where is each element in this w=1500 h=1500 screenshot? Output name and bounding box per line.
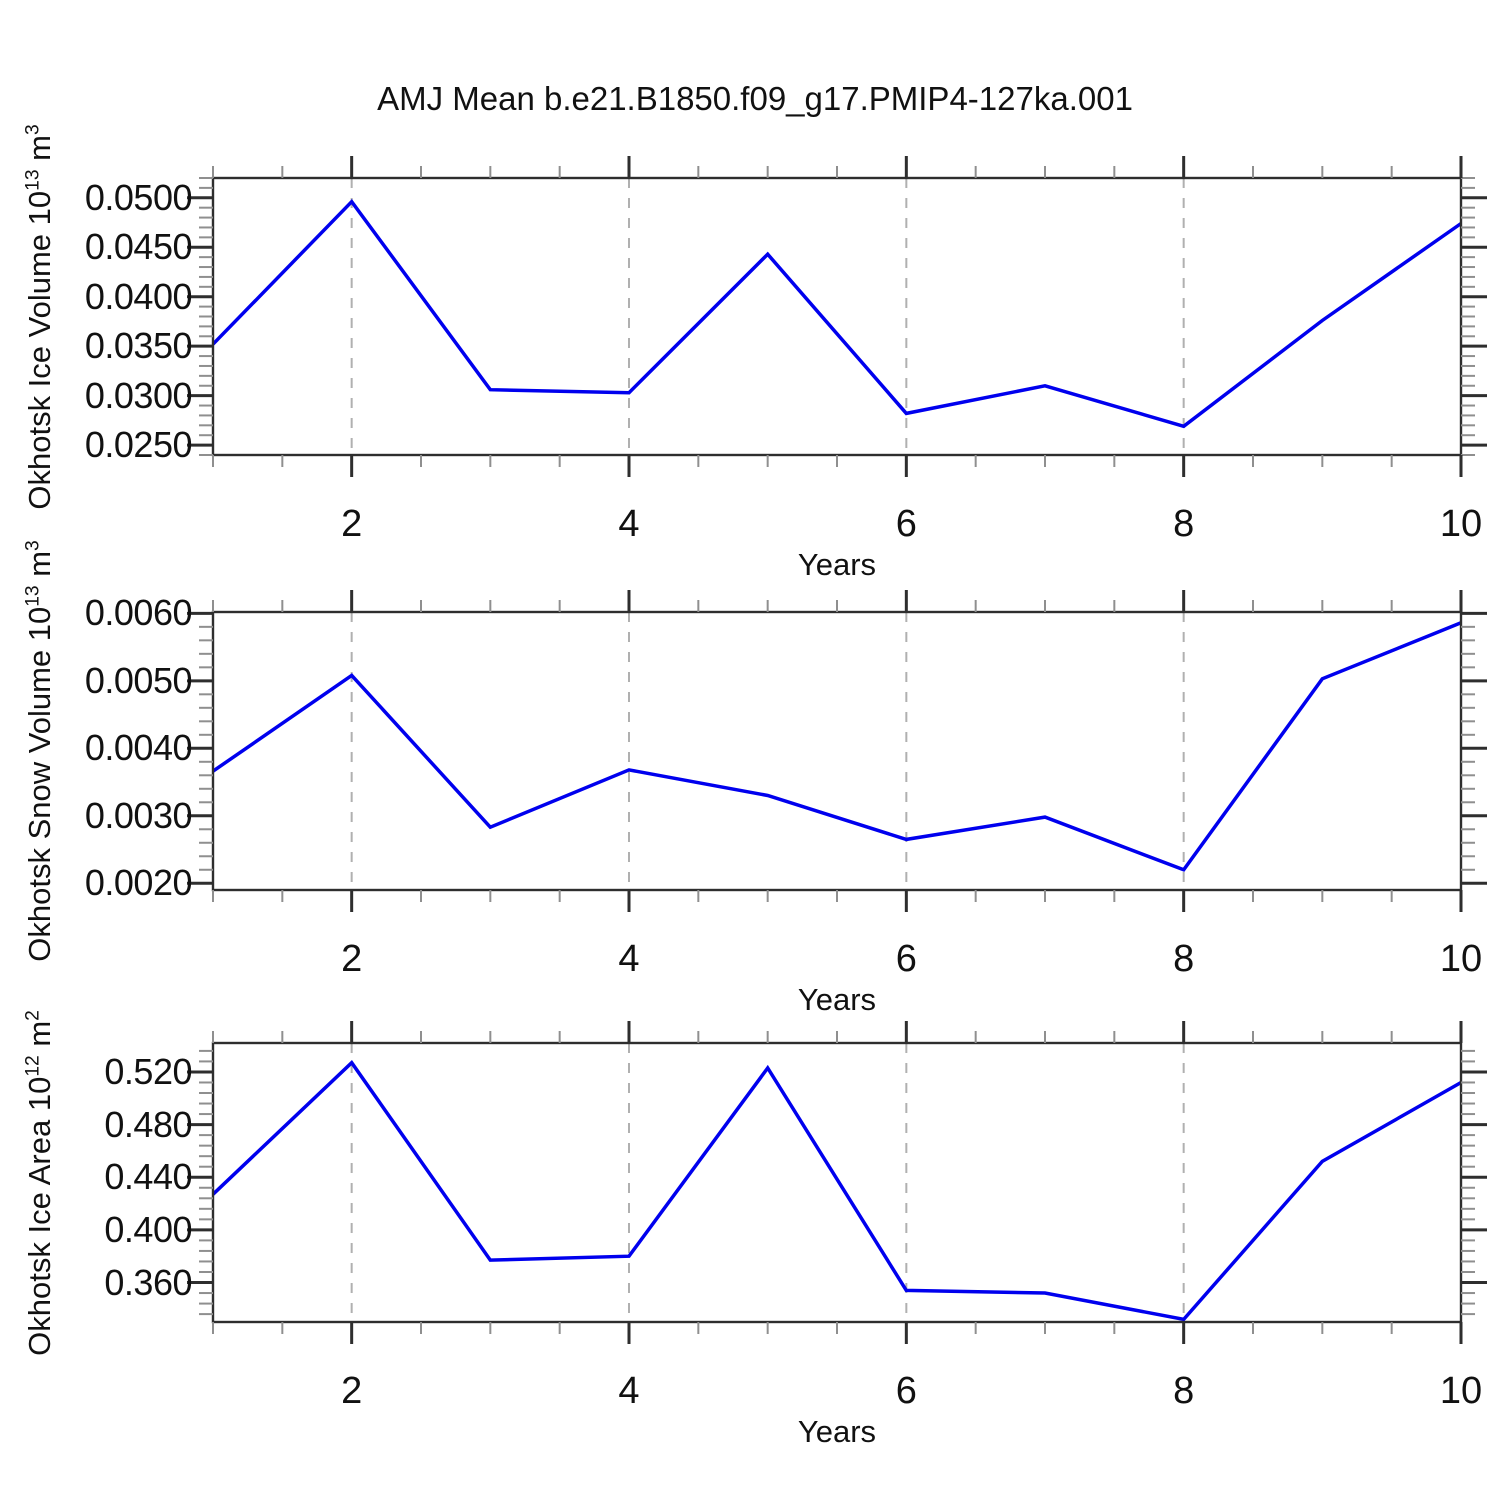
- plot-area-ice-volume: [187, 156, 1487, 477]
- y-tick-label: 0.0350: [84, 325, 193, 367]
- y-tick-label: 0.0040: [84, 727, 193, 769]
- x-tick-label: 4: [618, 938, 640, 980]
- y-axis-title: Okhotsk Ice Area 1012 m2: [22, 1009, 57, 1356]
- data-line-okhotsk_ice_area: [211, 1060, 1462, 1322]
- x-tick-label: 4: [618, 503, 640, 545]
- x-tick-label: 6: [895, 503, 917, 545]
- x-axis-title: Years: [797, 982, 877, 1017]
- y-tick-label: 0.360: [104, 1261, 192, 1303]
- plot-area-ice-area: [187, 1021, 1487, 1344]
- data-line-okhotsk_snow_volume: [212, 621, 1462, 872]
- x-tick-label: 10: [1439, 503, 1483, 545]
- chart-title: AMJ Mean b.e21.B1850.f09_g17.PMIP4-127ka…: [377, 80, 1133, 117]
- x-tick-label: 8: [1173, 503, 1195, 545]
- y-tick-label: 0.0030: [84, 794, 193, 836]
- x-tick-label: 2: [341, 503, 363, 545]
- y-tick-label: 0.480: [104, 1103, 192, 1145]
- plot-border: [211, 610, 1463, 892]
- plot-border: [211, 1041, 1463, 1324]
- y-tick-label: 0.520: [104, 1050, 192, 1092]
- y-tick-label: 0.0500: [84, 176, 193, 218]
- x-tick-label: 8: [1173, 1370, 1195, 1412]
- y-tick-label: 0.0050: [84, 659, 193, 701]
- x-tick-label: 10: [1439, 1370, 1483, 1412]
- plot-area-snow-volume: [187, 590, 1487, 912]
- data-line-okhotsk_ice_volume: [211, 199, 1463, 429]
- y-tick-label: 0.0400: [84, 275, 193, 317]
- plot-border: [211, 176, 1463, 457]
- y-tick-label: 0.0300: [84, 374, 193, 416]
- y-axis-title: Okhotsk Snow Volume 1013 m3: [22, 540, 57, 962]
- y-tick-label: 0.0020: [84, 862, 193, 904]
- y-tick-label: 0.400: [104, 1208, 192, 1250]
- x-axis-title: Years: [797, 1414, 877, 1449]
- y-tick-label: 0.0250: [84, 424, 193, 466]
- y-tick-label: 0.440: [104, 1156, 192, 1198]
- y-tick-label: 0.0060: [84, 592, 193, 634]
- x-tick-label: 4: [618, 1370, 640, 1412]
- x-tick-label: 10: [1439, 938, 1483, 980]
- x-axis-title: Years: [797, 547, 877, 582]
- x-tick-label: 2: [341, 938, 363, 980]
- x-tick-label: 6: [895, 938, 917, 980]
- x-tick-label: 2: [341, 1370, 363, 1412]
- x-tick-label: 6: [895, 1370, 917, 1412]
- x-tick-label: 8: [1173, 938, 1195, 980]
- y-tick-label: 0.0450: [84, 226, 193, 268]
- y-axis-title: Okhotsk Ice Volume 1013 m3: [22, 123, 57, 510]
